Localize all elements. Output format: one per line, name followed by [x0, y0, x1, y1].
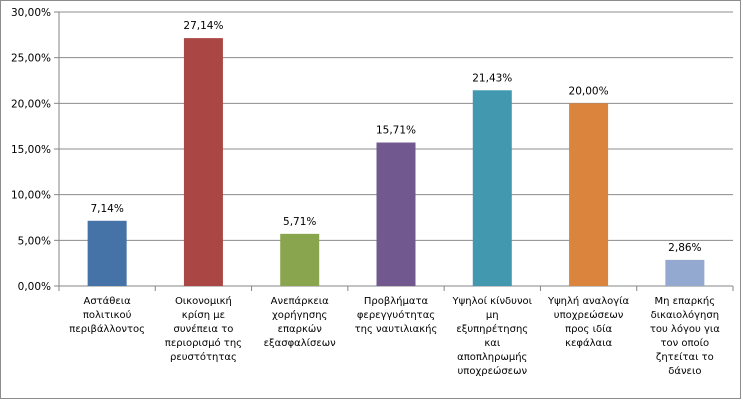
- x-category-label: δάνειο: [668, 365, 701, 377]
- x-category-label: περιορισμό της: [165, 337, 242, 349]
- data-label: 20,00%: [569, 85, 609, 97]
- y-tick-label: 5,00%: [18, 235, 51, 247]
- x-category-label: Ανεπάρκεια: [271, 295, 329, 307]
- data-label: 27,14%: [183, 20, 223, 32]
- bar: [376, 142, 416, 286]
- data-label: 15,71%: [376, 125, 416, 137]
- x-category-label: Υψηλή αναλογία: [547, 295, 630, 307]
- x-category-label: Αστάθεια: [83, 295, 131, 307]
- bar: [665, 259, 705, 286]
- x-category-label: και: [484, 338, 500, 349]
- x-category-label: Προβλήματα: [364, 295, 429, 307]
- x-category-label: ζητείται το: [656, 351, 714, 363]
- x-category-label: μη: [486, 310, 499, 321]
- data-label: 7,14%: [90, 203, 123, 215]
- x-category-label: κρίση με: [182, 309, 225, 321]
- x-category-label: περιβάλλοντος: [69, 323, 145, 335]
- y-tick-label: 20,00%: [11, 98, 51, 110]
- bar: [472, 90, 512, 286]
- x-category-label: τον οποίο: [661, 337, 710, 349]
- x-category-label: προς ιδία: [565, 323, 612, 335]
- y-tick-label: 10,00%: [11, 190, 51, 202]
- x-category-label: Υψηλοί κίνδυνοι: [452, 295, 533, 307]
- x-category-label: κεφάλαια: [565, 337, 612, 349]
- x-category-label: Οικονομική: [175, 295, 232, 307]
- y-tick-label: 25,00%: [11, 53, 51, 65]
- x-category-label: χορήγησης: [272, 309, 327, 321]
- x-category-label: του λόγου για: [650, 323, 720, 335]
- bar: [87, 220, 127, 286]
- x-category-label: εξασφαλίσεων: [264, 337, 337, 349]
- bar: [280, 233, 320, 286]
- y-tick-label: 30,00%: [11, 7, 51, 19]
- x-category-label: δικαιολόγηση: [651, 309, 719, 321]
- x-category-label: υποχρεώσεων: [554, 309, 624, 321]
- x-category-label: φερεγγυότητας: [357, 309, 435, 321]
- data-label: 21,43%: [472, 72, 512, 84]
- y-tick-label: 15,00%: [11, 144, 51, 156]
- x-category-label: ρευστότητας: [170, 351, 237, 363]
- x-category-label: συνέπεια το: [174, 323, 234, 335]
- y-tick-label: 0,00%: [18, 281, 51, 293]
- data-label: 2,86%: [668, 242, 701, 254]
- x-category-label: της ναυτιλιακής: [355, 323, 438, 335]
- x-category-label: εξυπηρέτησης: [456, 323, 528, 335]
- x-category-label: αποπληρωμής: [457, 351, 527, 363]
- bar: [569, 103, 609, 286]
- x-category-label: πολιτικού: [83, 309, 132, 321]
- x-category-label: υποχρεώσεων: [458, 365, 528, 377]
- x-category-label: επαρκών: [278, 323, 323, 335]
- x-category-label: Μη επαρκής: [655, 295, 716, 307]
- data-label: 5,71%: [283, 216, 316, 228]
- bar: [183, 38, 223, 286]
